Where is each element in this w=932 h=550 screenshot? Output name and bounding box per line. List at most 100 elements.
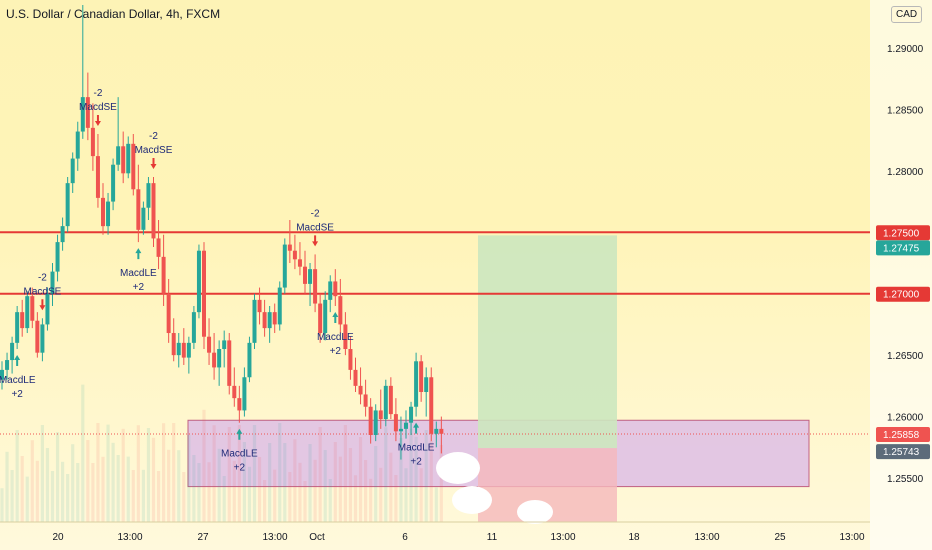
price-tag (876, 444, 930, 460)
volume-bar (414, 436, 418, 522)
candle-body (313, 269, 318, 304)
candle-body (363, 394, 368, 407)
short-signal-arrow (150, 158, 157, 169)
candle-body (297, 259, 302, 267)
short-signal-arrow (39, 299, 46, 311)
short-signal-arrow (94, 115, 101, 126)
signal-qty: +2 (133, 282, 145, 293)
overlay-blob (517, 500, 553, 524)
candle-body (383, 385, 388, 420)
candle-body (434, 428, 439, 434)
overlay-blob (436, 452, 480, 484)
candle-body (373, 410, 378, 435)
volume-bar (257, 457, 262, 522)
candle-body (212, 352, 217, 368)
volume-bar (106, 424, 110, 522)
candle-body (202, 250, 206, 337)
volume-bar (242, 442, 246, 522)
candle-body (171, 333, 176, 356)
candle-body (15, 312, 20, 343)
volume-bar (197, 463, 201, 522)
volume-bar (71, 444, 75, 522)
candle-body (80, 97, 85, 132)
candle-body (287, 244, 292, 251)
volume-bar (10, 470, 14, 522)
volume-bar (303, 481, 307, 522)
signal-qty: -2 (149, 131, 158, 142)
volume-bar (126, 456, 130, 522)
candles (0, 5, 444, 460)
candle-body (95, 156, 100, 198)
volume-bar (358, 437, 363, 522)
long-signal-arrow (332, 312, 339, 323)
candle-body (353, 369, 358, 386)
candle-body (247, 342, 252, 378)
volume-bar (424, 430, 428, 522)
candle-body (262, 312, 267, 329)
candle-body (111, 164, 116, 202)
volume-bar (232, 460, 236, 522)
candle-body (333, 281, 338, 297)
candle-body (277, 287, 282, 325)
candle-body (222, 340, 227, 349)
volume-bar (222, 476, 226, 522)
volume-bar (288, 472, 292, 522)
volume-bar (151, 437, 156, 522)
volume-bar (76, 463, 80, 522)
candle-body (348, 349, 353, 370)
volume-bar (121, 428, 125, 522)
candle-body (35, 320, 40, 353)
candle-body (161, 256, 166, 294)
volume-bar (429, 441, 433, 522)
volume-bar (0, 488, 4, 522)
candle-body (393, 414, 398, 432)
y-tick-label: 1.26500 (887, 351, 924, 362)
candle-body (60, 226, 65, 243)
candle-body (126, 143, 131, 174)
volume-bar (212, 425, 216, 522)
volume-bar (348, 448, 353, 522)
volume-bar (227, 427, 231, 522)
volume-bars (0, 384, 443, 522)
candle-body (90, 127, 95, 157)
currency-badge[interactable]: CAD (891, 6, 923, 23)
signal-qty: +2 (410, 457, 422, 468)
candle-body (292, 250, 297, 260)
x-tick-label: 13:00 (550, 532, 575, 543)
x-tick-label: 25 (774, 532, 786, 543)
volume-bar (384, 427, 388, 522)
volume-bar (61, 461, 65, 522)
x-tick-label: 11 (487, 532, 498, 543)
candle-body (65, 183, 70, 227)
y-tick-label: 1.29000 (887, 44, 924, 55)
candle-body (398, 428, 403, 432)
volume-bar (131, 470, 135, 522)
price-tag-label: 1.27500 (883, 228, 920, 239)
volume-bar (273, 469, 277, 522)
candle-body (131, 143, 136, 190)
volume-bar (116, 455, 120, 522)
volume-bar (293, 439, 297, 522)
symbol-title: U.S. Dollar / Canadian Dollar, 4h, FXCM (6, 7, 221, 21)
x-tick-label: 6 (402, 532, 408, 543)
signal-qty: -2 (311, 208, 320, 219)
signal-label: MacdLE (120, 268, 157, 279)
candle-body (343, 324, 348, 349)
candle-body (328, 281, 333, 300)
volume-bar (237, 425, 241, 522)
y-tick-label: 1.28500 (887, 105, 924, 116)
x-tick-label: 13:00 (117, 532, 142, 543)
volume-bar (96, 423, 100, 522)
candle-body (70, 158, 75, 184)
signal-label: MacdLE (0, 375, 36, 386)
volume-bar (40, 425, 44, 522)
candle-body (419, 361, 424, 392)
candle-body (242, 377, 247, 411)
long-signal-arrow (413, 422, 420, 434)
volume-bar (146, 428, 151, 522)
volume-bar (162, 423, 166, 522)
volume-bar (394, 475, 398, 522)
x-tick-label: Oct (309, 532, 325, 543)
volume-bar (55, 432, 60, 522)
